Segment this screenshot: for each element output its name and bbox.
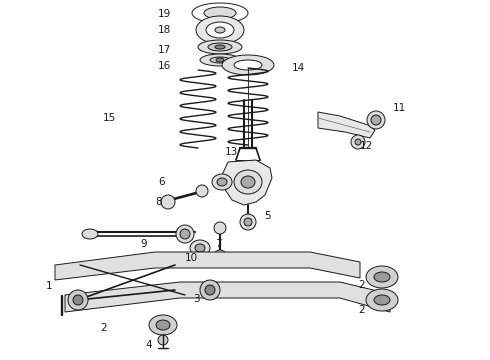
- Ellipse shape: [215, 27, 225, 33]
- Ellipse shape: [198, 40, 242, 54]
- Polygon shape: [222, 160, 272, 205]
- Text: 14: 14: [292, 63, 305, 73]
- Ellipse shape: [200, 54, 240, 66]
- Circle shape: [351, 135, 365, 149]
- Ellipse shape: [215, 45, 225, 49]
- Ellipse shape: [374, 272, 390, 282]
- Circle shape: [355, 139, 361, 145]
- Ellipse shape: [204, 7, 236, 19]
- Circle shape: [367, 111, 385, 129]
- Polygon shape: [55, 252, 360, 280]
- Ellipse shape: [234, 60, 262, 70]
- Text: 11: 11: [393, 103, 406, 113]
- Circle shape: [205, 285, 215, 295]
- Circle shape: [68, 290, 88, 310]
- Ellipse shape: [196, 16, 244, 44]
- Circle shape: [371, 115, 381, 125]
- Ellipse shape: [190, 240, 210, 256]
- Ellipse shape: [366, 266, 398, 288]
- Text: 6: 6: [158, 177, 165, 187]
- Text: 2: 2: [100, 323, 107, 333]
- Polygon shape: [318, 112, 375, 138]
- Ellipse shape: [206, 22, 234, 38]
- Circle shape: [200, 280, 220, 300]
- Text: 15: 15: [103, 113, 116, 123]
- Circle shape: [217, 254, 223, 260]
- Ellipse shape: [208, 43, 232, 51]
- Text: 9: 9: [140, 239, 147, 249]
- Polygon shape: [65, 282, 390, 312]
- Ellipse shape: [234, 170, 262, 194]
- Text: 4: 4: [145, 340, 151, 350]
- Text: 10: 10: [185, 253, 198, 263]
- Circle shape: [214, 222, 226, 234]
- Text: 1: 1: [46, 281, 52, 291]
- Ellipse shape: [210, 57, 230, 63]
- Text: 7: 7: [215, 239, 221, 249]
- Circle shape: [73, 295, 83, 305]
- Ellipse shape: [241, 176, 255, 188]
- Circle shape: [161, 195, 175, 209]
- Ellipse shape: [222, 55, 274, 75]
- Text: 13: 13: [225, 147, 238, 157]
- Ellipse shape: [217, 178, 227, 186]
- Ellipse shape: [82, 229, 98, 239]
- Circle shape: [176, 225, 194, 243]
- Circle shape: [213, 250, 227, 264]
- Text: 8: 8: [155, 197, 162, 207]
- Text: 12: 12: [360, 141, 373, 151]
- Ellipse shape: [149, 315, 177, 335]
- Text: 2: 2: [358, 280, 365, 290]
- Circle shape: [244, 218, 252, 226]
- Ellipse shape: [366, 289, 398, 311]
- Circle shape: [158, 335, 168, 345]
- Text: 5: 5: [264, 211, 270, 221]
- Text: 2: 2: [358, 305, 365, 315]
- Ellipse shape: [212, 174, 232, 190]
- Text: 3: 3: [193, 294, 199, 304]
- Circle shape: [196, 185, 208, 197]
- Text: 19: 19: [158, 9, 171, 19]
- Circle shape: [240, 214, 256, 230]
- Ellipse shape: [374, 295, 390, 305]
- Circle shape: [180, 229, 190, 239]
- Text: 17: 17: [158, 45, 171, 55]
- Ellipse shape: [216, 58, 224, 62]
- Ellipse shape: [195, 244, 205, 252]
- Ellipse shape: [156, 320, 170, 330]
- Text: 16: 16: [158, 61, 171, 71]
- Ellipse shape: [192, 3, 248, 23]
- Text: 18: 18: [158, 25, 171, 35]
